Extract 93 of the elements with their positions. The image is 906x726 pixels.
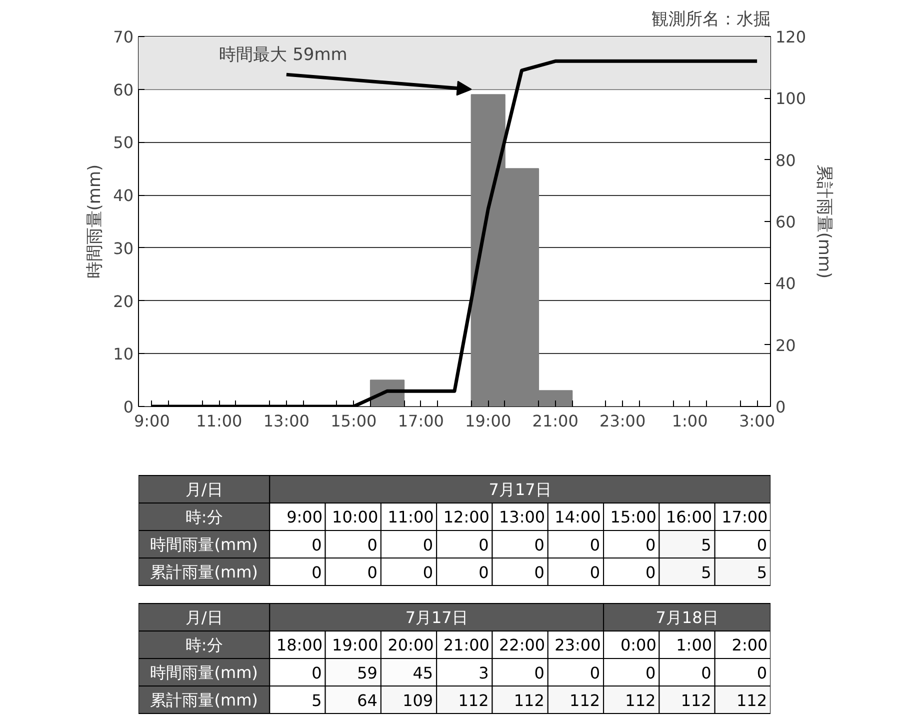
- data-label: 0: [478, 535, 489, 554]
- y-tick-label: 20: [113, 292, 134, 311]
- y-tick-label: 10: [113, 344, 134, 364]
- x-tick-label: 1:00: [672, 412, 708, 430]
- y2-tick-label: 40: [776, 274, 796, 294]
- chart-title: 観測所名：水掘: [652, 10, 770, 30]
- x-tick-label: 17:00: [722, 507, 768, 526]
- data-label: 5: [312, 690, 322, 710]
- data-label: 0: [590, 562, 600, 582]
- text: 時:分: [185, 635, 223, 654]
- x-tick-label: 21:00: [443, 635, 490, 654]
- y-tick-label: 時間雨量(mm): [150, 662, 258, 682]
- data-label: 0: [312, 663, 322, 682]
- data-label: 45: [412, 663, 434, 682]
- x-tick-label: 21:00: [532, 412, 578, 430]
- data-label: 0: [534, 535, 544, 554]
- text: 7月18日: [656, 608, 718, 627]
- data-label: 0: [367, 535, 378, 554]
- x-tick-label: 19:00: [332, 635, 378, 654]
- data-label: 0: [646, 663, 656, 682]
- x-tick-label: 9:00: [134, 412, 170, 430]
- data-label: 112: [514, 690, 544, 710]
- y-tick-label: 時間雨量(mm): [150, 534, 258, 554]
- x-tick-label: 11:00: [388, 507, 434, 526]
- data-label: 5: [756, 562, 768, 582]
- text: 7月17日: [405, 608, 468, 627]
- y2-tick-label: 80: [776, 150, 796, 170]
- y-tick-label: 累計雨量(mm): [150, 690, 258, 710]
- y-tick-label: 累計雨量(mm): [150, 562, 258, 582]
- data-label: 0: [367, 562, 378, 582]
- x-tick-label: 17:00: [398, 412, 444, 430]
- y2-axis-title: 累計雨量(mm): [814, 164, 834, 279]
- y2-tick-label: 0: [776, 398, 786, 416]
- data-label: 0: [478, 562, 489, 582]
- x-tick-label: 3:00: [739, 412, 776, 430]
- data-label: 59: [357, 663, 378, 682]
- x-tick-label: 1:00: [676, 635, 712, 654]
- y-tick-label: 0: [123, 398, 134, 416]
- x-tick-label: 16:00: [666, 507, 712, 526]
- x-tick-label: 11:00: [196, 412, 242, 430]
- data-label: 0: [756, 663, 768, 682]
- x-tick-label: 23:00: [554, 635, 601, 654]
- data-label: 109: [402, 690, 434, 710]
- annotation: 時間最大 59mm: [219, 45, 348, 66]
- text: 7月17日: [488, 480, 552, 499]
- data-label: 112: [680, 690, 712, 710]
- text: 時:分: [185, 507, 223, 526]
- data-label: 112: [625, 690, 656, 710]
- y-tick-label: 60: [113, 80, 134, 100]
- data-label: 0: [646, 562, 656, 582]
- y-tick-label: 40: [113, 186, 134, 206]
- data-label: 3: [478, 663, 489, 682]
- y2-tick-label: 120: [776, 28, 806, 46]
- data-label: 112: [570, 690, 600, 710]
- text: 月/日: [185, 480, 223, 499]
- data-label: 0: [312, 562, 322, 582]
- y-tick-label: 50: [113, 133, 134, 152]
- data-label: 0: [534, 663, 544, 682]
- x-tick-label: 18:00: [276, 635, 323, 654]
- x-tick-label: 9:00: [286, 507, 323, 526]
- data-label: 0: [422, 562, 434, 582]
- y2-tick-label: 60: [776, 212, 796, 232]
- x-tick-label: 13:00: [498, 507, 546, 526]
- data-label: 0: [646, 535, 656, 554]
- data-label: 0: [312, 535, 322, 554]
- x-tick-label: 0:00: [620, 635, 656, 654]
- data-label: 0: [590, 535, 600, 554]
- x-tick-label: 23:00: [600, 412, 646, 430]
- y-tick-label: 70: [113, 28, 134, 46]
- x-tick-label: 12:00: [443, 507, 490, 526]
- x-tick-label: 14:00: [554, 507, 601, 526]
- x-tick-label: 15:00: [330, 412, 377, 430]
- data-label: 64: [357, 690, 378, 710]
- data-label: 0: [534, 562, 544, 582]
- data-label: 0: [422, 535, 434, 554]
- data-label: 5: [701, 562, 712, 582]
- x-tick-label: 10:00: [332, 507, 378, 526]
- text: 月/日: [185, 608, 223, 627]
- x-tick-label: 13:00: [263, 412, 310, 430]
- x-tick-label: 20:00: [388, 635, 434, 654]
- x-tick-label: 15:00: [610, 507, 656, 526]
- data-label: 0: [701, 663, 712, 682]
- data-label: 0: [590, 663, 600, 682]
- x-tick-label: 19:00: [465, 412, 512, 430]
- data-label: 112: [458, 690, 489, 710]
- data-label: 5: [701, 535, 712, 554]
- y2-tick-label: 100: [776, 89, 806, 108]
- x-tick-label: 2:00: [732, 635, 768, 654]
- y2-tick-label: 20: [776, 336, 796, 355]
- data-label: 112: [736, 690, 768, 710]
- x-tick-label: 22:00: [498, 635, 546, 654]
- y-tick-label: 30: [113, 238, 134, 258]
- data-label: 0: [756, 535, 768, 554]
